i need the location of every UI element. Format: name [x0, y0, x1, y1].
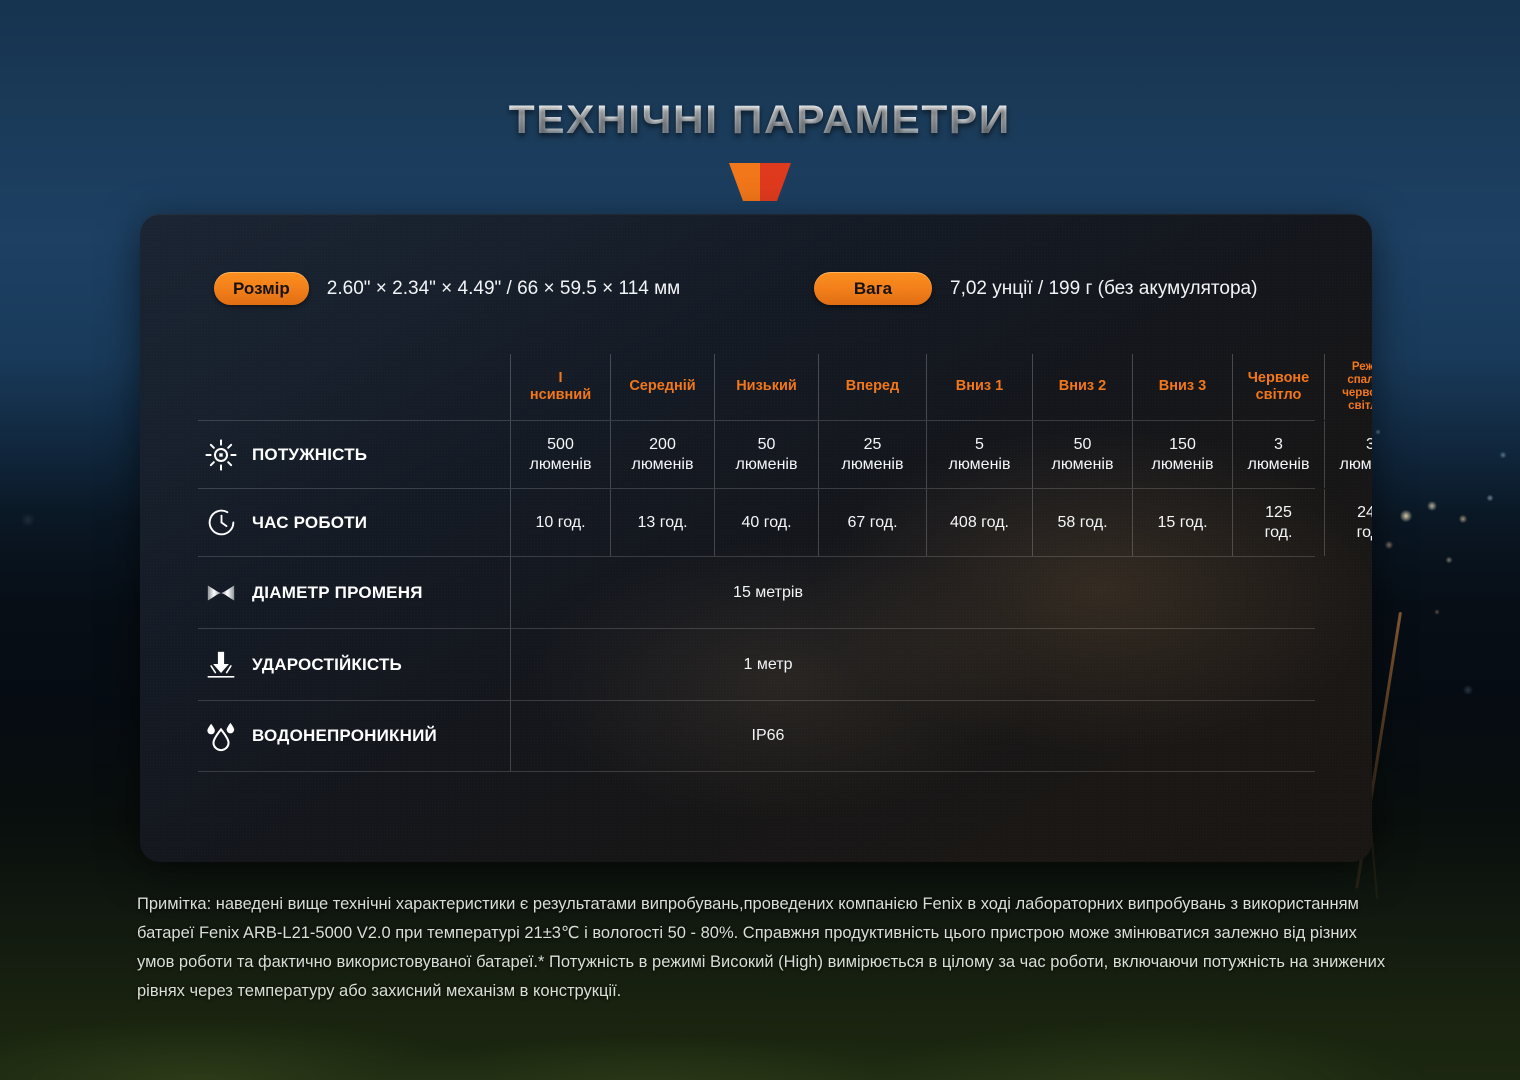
cell-runtime-red-flash: 240год.	[1324, 489, 1372, 556]
cell-output-down-1: 5 люменів	[926, 421, 1032, 488]
sun-icon	[204, 438, 238, 472]
row-label-runtime-text: ЧАС РОБОТИ	[252, 512, 368, 532]
header-spacer	[198, 354, 510, 420]
cell-output-turbo: 500 люменів	[510, 421, 610, 488]
row-label-runtime: ЧАС РОБОТИ	[198, 489, 510, 556]
column-header-down-1: Вниз 1	[926, 354, 1032, 420]
weight-spec-group: Вага 7,02 унції / 199 г (без акумулятора…	[814, 272, 1257, 305]
table-row-impact-resistance: УДАРОСТІЙКІСТЬ 1 метр	[198, 628, 1315, 700]
footnote: Примітка: наведені вище технічні характе…	[137, 895, 1386, 1000]
cell-runtime-turbo: 10 год.	[510, 489, 610, 556]
row-label-waterproof: ВОДОНЕПРОНИКНИЙ	[198, 701, 510, 771]
beam-icon	[204, 576, 238, 610]
page-title: ТЕХНІЧНІ ПАРАМЕТРИ	[509, 98, 1011, 142]
clock-icon	[204, 506, 238, 540]
column-header-turbo: І нсивний	[510, 354, 610, 420]
column-header-forward: Вперед	[818, 354, 926, 420]
cell-beam-diameter-value: 15 метрів	[510, 557, 1315, 628]
impact-icon	[204, 648, 238, 682]
size-spec-group: Розмір 2.60" × 2.34" × 4.49" / 66 × 59.5…	[214, 272, 814, 305]
cell-waterproof-value: IP66	[510, 701, 1315, 771]
cell-runtime-down-3: 15 год.	[1132, 489, 1232, 556]
cell-runtime-mid: 13 год.	[610, 489, 714, 556]
cell-runtime-red-light: 125 год.	[1232, 489, 1324, 556]
column-header-down-3: Вниз 3	[1132, 354, 1232, 420]
column-header-down-2: Вниз 2	[1032, 354, 1132, 420]
column-header-low: Низький	[714, 354, 818, 420]
table-row-runtime: ЧАС РОБОТИ 10 год. 13 год. 40 год. 67 го…	[198, 488, 1372, 556]
row-label-beam-diameter-text: ДІАМЕТР ПРОМЕНЯ	[252, 582, 423, 602]
cell-output-forward: 25 люменів	[818, 421, 926, 488]
cell-output-red-light: 3 люменів	[1232, 421, 1324, 488]
column-header-mid: Середній	[610, 354, 714, 420]
row-label-impact-resistance: УДАРОСТІЙКІСТЬ	[198, 629, 510, 700]
row-label-beam-diameter: ДІАМЕТР ПРОМЕНЯ	[198, 557, 510, 628]
cell-output-low: 50 люменів	[714, 421, 818, 488]
cell-impact-resistance-value: 1 метр	[510, 629, 1315, 700]
column-header-red-light: Червоне світло	[1232, 354, 1324, 420]
row-label-output-text: ПОТУЖНІСТЬ	[252, 444, 368, 464]
cell-runtime-down-2: 58 год.	[1032, 489, 1132, 556]
table-row-beam-diameter: ДІАМЕТР ПРОМЕНЯ 15 метрів	[198, 556, 1315, 628]
row-label-output: ПОТУЖНІСТЬ	[198, 421, 510, 488]
column-header-red-flash: Режим спалаху червоним світлом	[1324, 354, 1372, 420]
cell-output-mid: 200 люменів	[610, 421, 714, 488]
row-label-waterproof-text: ВОДОНЕПРОНИКНИЙ	[252, 726, 437, 745]
cell-output-down-3: 150 люменів	[1132, 421, 1232, 488]
waterdrop-icon	[204, 719, 238, 753]
spec-panel: Розмір 2.60" × 2.34" × 4.49" / 66 × 59.5…	[140, 214, 1372, 862]
page-header: ТЕХНІЧНІ ПАРАМЕТРИ	[0, 98, 1520, 201]
size-badge: Розмір	[214, 272, 309, 305]
weight-badge: Вага	[814, 272, 932, 305]
weight-value: 7,02 унції / 199 г (без акумулятора)	[950, 277, 1258, 299]
chevron-down-icon	[729, 163, 791, 201]
row-label-impact-resistance-text: УДАРОСТІЙКІСТЬ	[252, 654, 402, 674]
cell-output-down-2: 50 люменів	[1032, 421, 1132, 488]
spec-table: І нсивний Середній Низький Вперед Вниз 1…	[198, 354, 1372, 772]
cell-runtime-forward: 67 год.	[818, 489, 926, 556]
cell-runtime-down-1: 408 год.	[926, 489, 1032, 556]
size-value: 2.60" × 2.34" × 4.49" / 66 × 59.5 × 114 …	[326, 277, 681, 299]
table-row-waterproof: ВОДОНЕПРОНИКНИЙ IP66	[198, 700, 1315, 772]
table-header-row: І нсивний Середній Низький Вперед Вниз 1…	[198, 354, 1372, 420]
spec-badges-row: Розмір 2.60" × 2.34" × 4.49" / 66 × 59.5…	[214, 272, 1316, 305]
table-row-output: ПОТУЖНІСТЬ 500 люменів 200 люменів 50 люмен…	[198, 420, 1372, 488]
cell-runtime-low: 40 год.	[714, 489, 818, 556]
